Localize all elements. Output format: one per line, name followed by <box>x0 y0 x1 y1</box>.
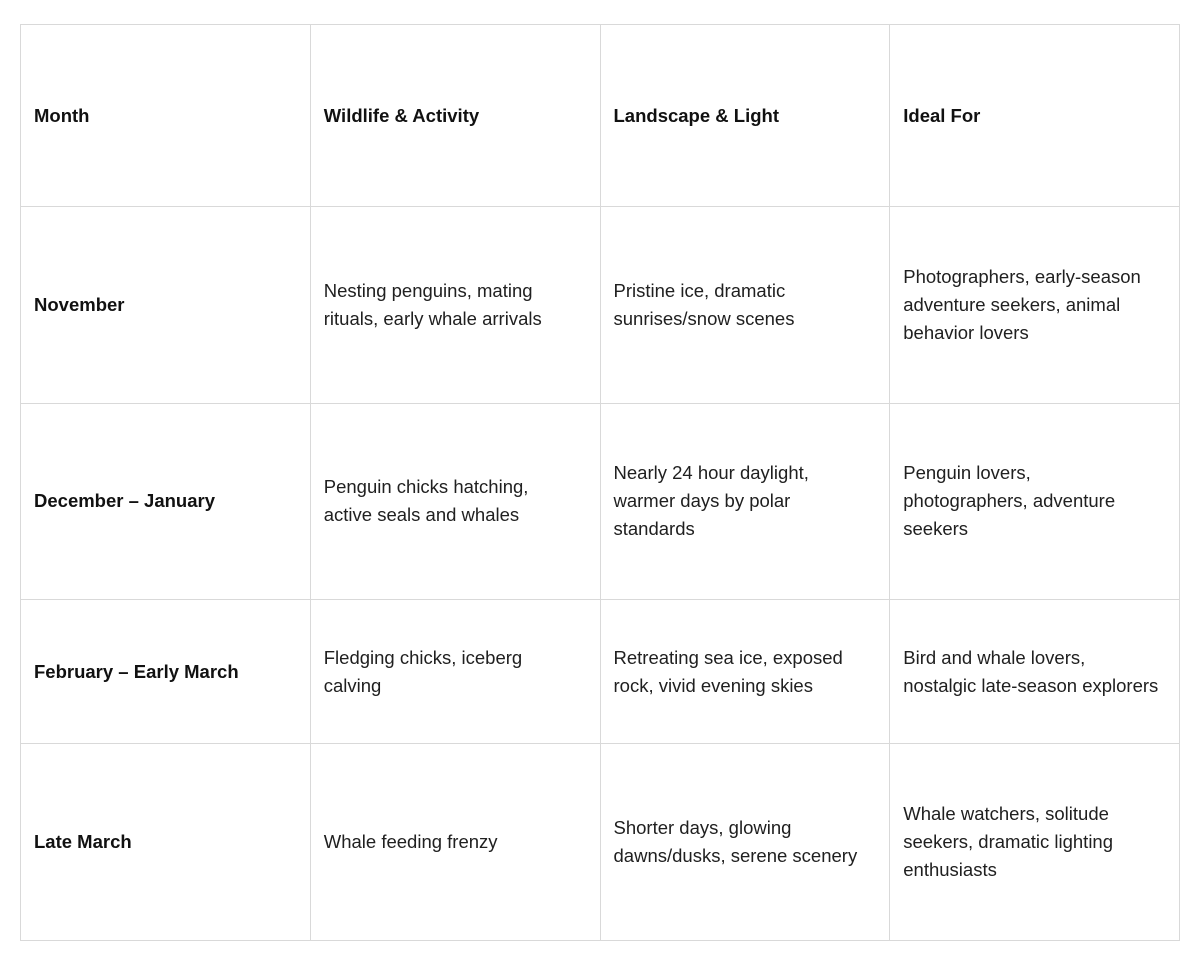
cell-landscape-light: Pristine ice, dramatic sunrises/snow sce… <box>599 206 891 404</box>
column-header-wildlife-activity: Wildlife & Activity <box>309 24 601 207</box>
cell-month: February – Early March <box>20 599 311 745</box>
cell-month: Late March <box>20 743 311 941</box>
table-header-row: Month Wildlife & Activity Landscape & Li… <box>20 24 1180 207</box>
cell-ideal-for: Photographers, early-season adventure se… <box>889 206 1180 404</box>
cell-landscape-light: Retreating sea ice, exposed rock, vivid … <box>599 599 891 745</box>
cell-wildlife-activity: Whale feeding frenzy <box>309 743 601 941</box>
cell-wildlife-activity: Penguin chicks hatching, active seals an… <box>309 402 601 601</box>
cell-wildlife-activity: Fledging chicks, iceberg calving <box>309 599 601 745</box>
column-header-month: Month <box>20 24 311 207</box>
cell-landscape-light: Shorter days, glowing dawns/dusks, seren… <box>599 743 891 941</box>
cell-month: December – January <box>20 402 311 601</box>
table-row-november: November Nesting penguins, mating ritual… <box>20 206 1180 404</box>
table-row-late-march: Late March Whale feeding frenzy Shorter … <box>20 743 1180 941</box>
season-comparison-table: Month Wildlife & Activity Landscape & Li… <box>20 24 1180 941</box>
cell-landscape-light: Nearly 24 hour daylight, warmer days by … <box>599 402 891 601</box>
table-row-february-early-march: February – Early March Fledging chicks, … <box>20 599 1180 745</box>
column-header-landscape-light: Landscape & Light <box>599 24 891 207</box>
cell-wildlife-activity: Nesting penguins, mating rituals, early … <box>309 206 601 404</box>
column-header-ideal-for: Ideal For <box>889 24 1180 207</box>
cell-ideal-for: Bird and whale lovers, nostalgic late-se… <box>889 599 1180 745</box>
cell-ideal-for: Whale watchers, solitude seekers, dramat… <box>889 743 1180 941</box>
cell-month: November <box>20 206 311 404</box>
table-row-december-january: December – January Penguin chicks hatchi… <box>20 402 1180 601</box>
cell-ideal-for: Penguin lovers, photographers, adventure… <box>889 402 1180 601</box>
